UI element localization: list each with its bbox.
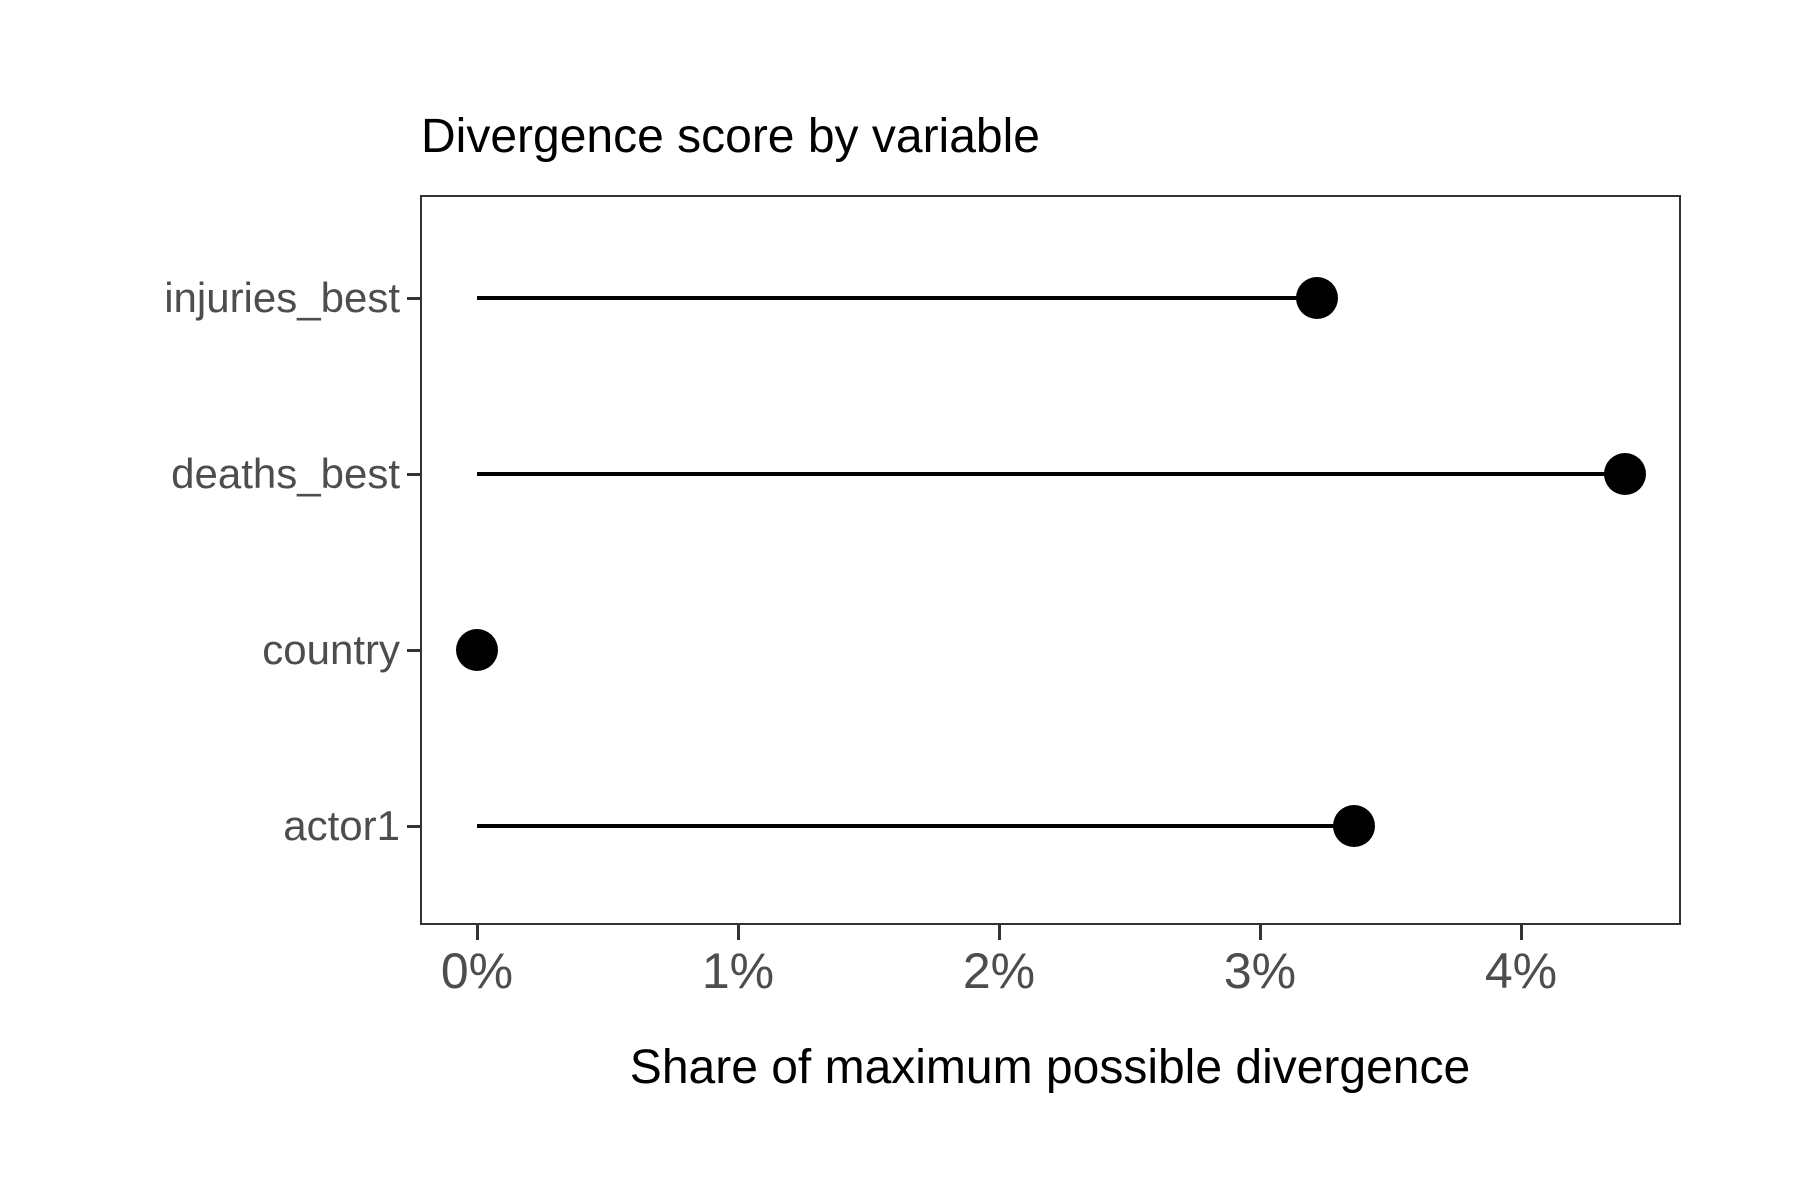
x-axis-title: Share of maximum possible divergence xyxy=(629,1041,1471,1094)
x-tick-mark xyxy=(1258,925,1262,940)
lollipop-dot-country xyxy=(456,629,498,671)
x-tick-label: 3% xyxy=(1223,943,1297,999)
plot-panel xyxy=(420,195,1681,925)
x-tick-mark xyxy=(475,925,479,940)
y-tick-mark xyxy=(407,824,420,828)
y-axis-label-country: country xyxy=(262,626,400,673)
x-tick-label: 2% xyxy=(962,943,1036,999)
y-tick-mark xyxy=(407,472,420,476)
y-axis-label-actor1: actor1 xyxy=(283,802,400,849)
lollipop-stem-deaths_best xyxy=(477,472,1626,476)
chart-title: Divergence score by variable xyxy=(421,110,1040,163)
x-tick-label: 4% xyxy=(1484,943,1558,999)
lollipop-dot-actor1 xyxy=(1332,805,1375,847)
y-axis-label-injuries_best: injuries_best xyxy=(164,274,400,321)
x-tick-mark xyxy=(1519,925,1523,940)
x-tick-label: 0% xyxy=(440,943,514,999)
lollipop-dot-deaths_best xyxy=(1604,453,1647,495)
lollipop-stem-actor1 xyxy=(477,824,1354,828)
lollipop-stem-injuries_best xyxy=(477,296,1318,300)
x-tick-label: 1% xyxy=(701,943,775,999)
y-axis-label-deaths_best: deaths_best xyxy=(171,450,400,497)
y-tick-mark xyxy=(407,296,420,300)
lollipop-dot-injuries_best xyxy=(1296,277,1339,319)
y-tick-mark xyxy=(407,648,420,652)
x-tick-mark xyxy=(997,925,1001,940)
x-tick-mark xyxy=(736,925,740,940)
